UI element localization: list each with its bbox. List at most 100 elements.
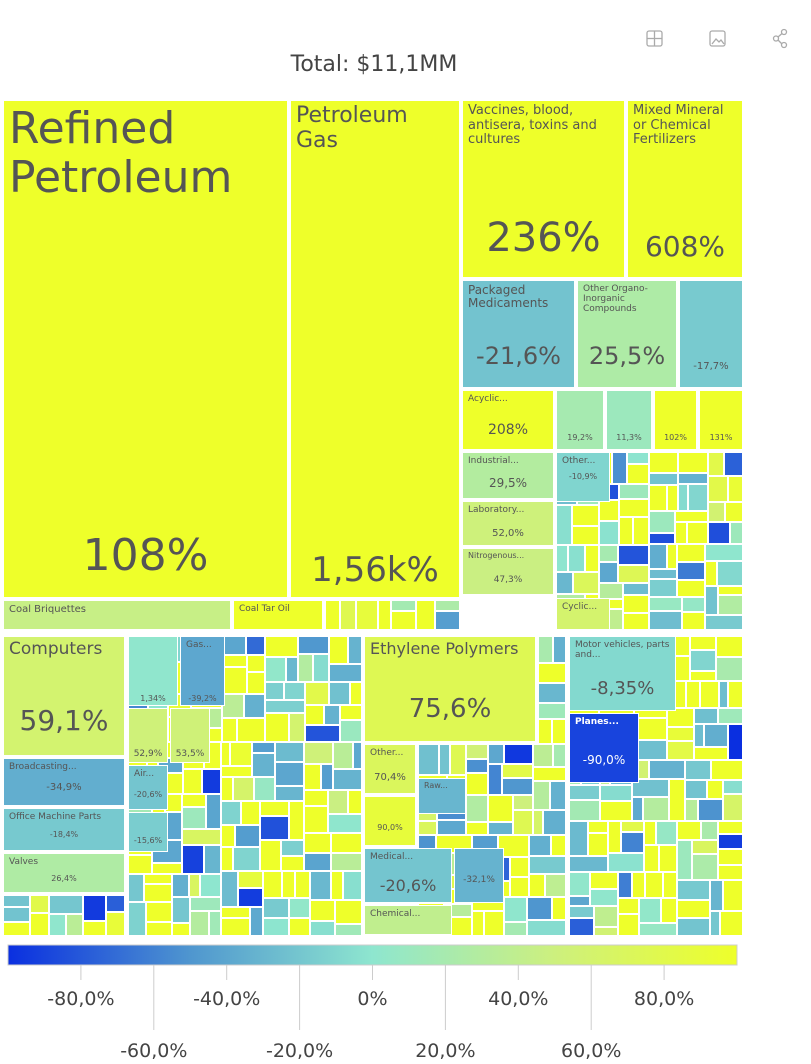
filler-tile bbox=[333, 742, 353, 769]
tile-label: Office Machine Parts bbox=[9, 812, 102, 822]
filler-tile bbox=[643, 797, 669, 821]
filler-tile bbox=[510, 857, 529, 877]
filler-tile bbox=[569, 906, 594, 918]
filler-tile bbox=[707, 780, 723, 799]
filler-tile bbox=[353, 742, 362, 769]
tile-value: -20,6% bbox=[133, 790, 163, 799]
filler-tile bbox=[265, 700, 305, 713]
filler-tile bbox=[728, 724, 743, 760]
filler-tile bbox=[260, 816, 289, 840]
filler-tile bbox=[619, 517, 633, 545]
filler-tile bbox=[466, 759, 488, 773]
filler-tile bbox=[435, 600, 460, 611]
filler-tile bbox=[340, 720, 362, 742]
filler-tile bbox=[329, 664, 362, 682]
tile-value: 108% bbox=[82, 530, 209, 581]
filler-tile bbox=[281, 840, 304, 856]
filler-tile bbox=[222, 655, 247, 667]
filler-tile bbox=[289, 801, 304, 840]
filler-tile bbox=[298, 636, 329, 654]
treemap-tile: Coal Tar Oil bbox=[233, 600, 323, 630]
tile-label: Petroleum Gas bbox=[296, 103, 408, 153]
filler-tile bbox=[619, 484, 649, 499]
filler-tile bbox=[265, 636, 298, 657]
filler-tile bbox=[30, 895, 49, 913]
filler-tile bbox=[533, 744, 553, 767]
filler-tile bbox=[599, 500, 619, 521]
filler-tile bbox=[730, 522, 743, 544]
filler-tile bbox=[694, 708, 718, 724]
filler-tile bbox=[391, 600, 416, 611]
filler-tile bbox=[659, 845, 677, 872]
filler-tile bbox=[682, 597, 705, 612]
filler-tile bbox=[685, 760, 711, 780]
filler-tile bbox=[675, 522, 687, 544]
filler-tile bbox=[723, 794, 743, 821]
filler-tile bbox=[182, 794, 206, 807]
filler-tile bbox=[189, 874, 200, 897]
filler-tile bbox=[633, 517, 649, 545]
treemap-tile: Coal Briquettes bbox=[3, 600, 231, 630]
filler-tile bbox=[649, 485, 667, 511]
filler-tile bbox=[152, 863, 182, 874]
filler-tile bbox=[569, 918, 594, 936]
filler-tile bbox=[282, 871, 295, 898]
filler-tile bbox=[677, 918, 710, 936]
filler-tile bbox=[667, 708, 694, 727]
filler-tile bbox=[718, 849, 743, 865]
filler-tile bbox=[190, 911, 209, 936]
filler-tile bbox=[632, 797, 643, 821]
filler-tile bbox=[705, 544, 743, 561]
filler-tile bbox=[466, 744, 488, 759]
filler-tile bbox=[569, 821, 588, 856]
filler-tile bbox=[685, 799, 698, 821]
filler-tile bbox=[252, 753, 275, 777]
filler-tile bbox=[686, 681, 700, 708]
filler-tile bbox=[644, 845, 659, 872]
filler-tile bbox=[439, 744, 450, 775]
filler-tile bbox=[718, 834, 743, 849]
filler-tile bbox=[690, 671, 716, 681]
filler-tile bbox=[527, 897, 552, 920]
treemap-tile: Office Machine Parts -18,4% bbox=[3, 808, 125, 851]
filler-tile bbox=[550, 781, 566, 810]
filler-tile bbox=[639, 898, 661, 923]
filler-tile bbox=[705, 561, 717, 586]
filler-tile bbox=[221, 825, 235, 847]
colorbar-tick-label: -60,0% bbox=[120, 1040, 188, 1062]
filler-tile bbox=[328, 790, 348, 814]
filler-tile bbox=[600, 785, 632, 801]
filler-tile bbox=[437, 820, 466, 835]
filler-tile bbox=[144, 884, 172, 902]
treemap-tile: 52,9% bbox=[128, 708, 168, 763]
filler-tile bbox=[649, 569, 677, 579]
tile-value: 608% bbox=[644, 230, 726, 263]
colorbar-tick-label: -40,0% bbox=[193, 988, 261, 1010]
filler-tile bbox=[649, 452, 678, 473]
treemap-tile: 11,3% bbox=[606, 390, 652, 450]
filler-tile bbox=[627, 464, 649, 484]
filler-tile bbox=[350, 682, 362, 705]
filler-tile bbox=[298, 654, 313, 682]
tile-value: 236% bbox=[486, 215, 601, 261]
tile-label: Planes... bbox=[575, 717, 619, 727]
filler-tile bbox=[569, 800, 600, 821]
tile-label: Vaccines, blood, antisera, toxins and cu… bbox=[468, 103, 597, 148]
filler-tile bbox=[621, 832, 644, 853]
treemap-tile: 131% bbox=[699, 390, 743, 450]
image-icon[interactable] bbox=[709, 30, 726, 47]
treemap-tile: -32,1% bbox=[454, 848, 504, 903]
filler-tile bbox=[588, 821, 608, 833]
treemap-tile: Ethylene Polymers 75,6% bbox=[364, 636, 536, 742]
filler-tile bbox=[649, 544, 667, 569]
filler-tile bbox=[513, 810, 533, 835]
tile-value: 52,0% bbox=[492, 528, 524, 539]
tile-label: Nitrogenous... bbox=[468, 551, 525, 560]
filler-tile bbox=[106, 895, 125, 912]
treemap-tile: Petroleum Gas 1,56k% bbox=[290, 100, 460, 598]
filler-tile bbox=[569, 785, 600, 800]
filler-tile bbox=[694, 724, 704, 747]
filler-tile bbox=[222, 694, 244, 718]
share-icon[interactable] bbox=[780, 28, 788, 36]
filler-tile bbox=[627, 452, 649, 464]
